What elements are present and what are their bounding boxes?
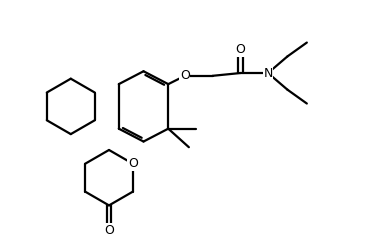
Text: O: O [236,43,245,56]
Text: O: O [180,69,190,82]
Text: N: N [263,67,273,79]
Text: O: O [104,224,114,237]
Text: O: O [128,157,138,170]
